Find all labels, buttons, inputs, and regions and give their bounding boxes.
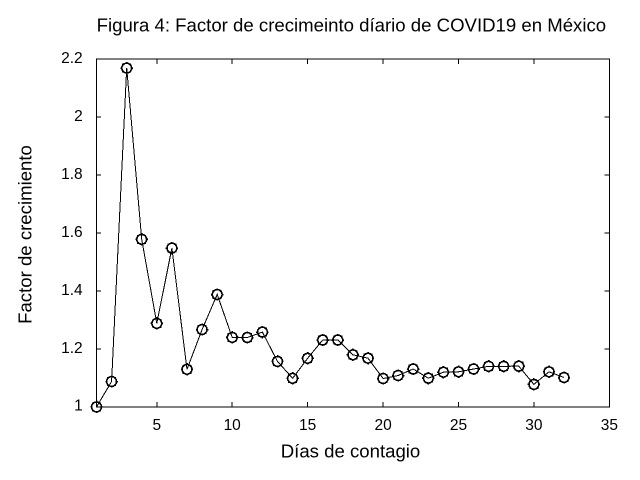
svg-text:5: 5: [152, 417, 161, 434]
svg-text:10: 10: [224, 417, 242, 434]
svg-text:30: 30: [525, 417, 543, 434]
svg-text:2.2: 2.2: [61, 50, 83, 67]
svg-text:35: 35: [601, 417, 618, 434]
svg-text:20: 20: [374, 417, 392, 434]
svg-text:Figura 4: Factor de crecimeint: Figura 4: Factor de crecimeinto díario d…: [97, 15, 607, 36]
svg-text:1.6: 1.6: [61, 224, 83, 241]
svg-text:25: 25: [450, 417, 467, 434]
svg-text:2: 2: [74, 108, 83, 125]
svg-text:Factor de crecimiento: Factor de crecimiento: [15, 145, 36, 324]
svg-text:1: 1: [74, 398, 83, 415]
svg-text:15: 15: [299, 417, 316, 434]
svg-text:Días de contagio: Días de contagio: [281, 441, 421, 462]
svg-text:1.2: 1.2: [61, 340, 83, 357]
svg-text:1.8: 1.8: [61, 166, 83, 183]
svg-text:1.4: 1.4: [61, 282, 83, 299]
